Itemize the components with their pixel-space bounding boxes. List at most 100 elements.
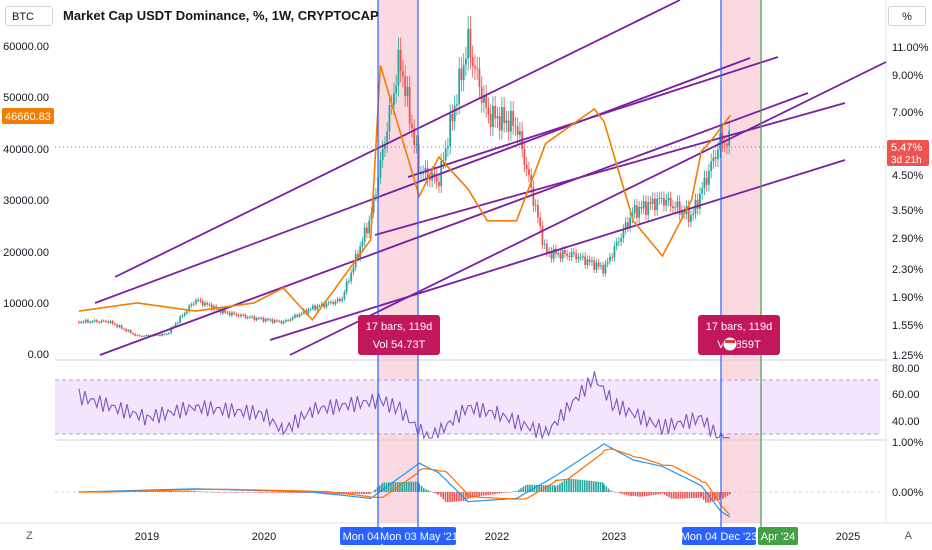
candle-body (501, 107, 503, 131)
candle-body (123, 328, 125, 330)
candle-body (118, 325, 121, 328)
macd-histogram-bar (194, 491, 197, 492)
macd-histogram-bar (568, 478, 570, 492)
candle-body (672, 206, 674, 209)
candle-body (181, 315, 184, 317)
macd-histogram-bar (607, 488, 610, 492)
macd-histogram-bar (473, 492, 476, 498)
macd-histogram-bar (434, 492, 436, 494)
candle-body (712, 157, 715, 162)
macd-histogram-bar (616, 492, 619, 493)
scale-mode-box[interactable]: % (888, 6, 926, 26)
macd-histogram-bar (601, 482, 604, 492)
macd-histogram-bar (418, 483, 421, 492)
candle-body (318, 305, 321, 307)
macd-histogram-bar (264, 492, 267, 493)
candle-body (285, 320, 287, 322)
macd-histogram-bar (695, 492, 697, 498)
candle-body (660, 197, 663, 199)
channel-line[interactable] (99, 92, 809, 356)
candle-body (357, 254, 359, 258)
channel-line[interactable] (114, 0, 681, 278)
macd-histogram-bar (356, 492, 359, 495)
macd-histogram-bar (666, 492, 668, 497)
candle-body (289, 319, 292, 321)
macd-histogram-bar (262, 492, 264, 493)
candle-body (93, 320, 96, 322)
candle-body (233, 312, 236, 314)
candle-body (568, 255, 571, 258)
candle-body (312, 305, 314, 310)
macd-histogram-bar (226, 492, 228, 493)
macd-histogram-bar (374, 489, 376, 492)
candle-body (573, 252, 575, 254)
macd-histogram-bar (675, 492, 677, 499)
candle-body (170, 327, 173, 333)
macd-histogram-bar (522, 486, 525, 492)
macd-histogram-bar (367, 492, 370, 494)
candle-body (447, 146, 449, 149)
auto-scale-icon[interactable]: A (904, 530, 912, 542)
channel-line[interactable] (374, 102, 846, 236)
macd-histogram-bar (702, 492, 705, 500)
measure-box-2[interactable]: 17 bars, 119d Vol 859T (698, 315, 780, 355)
candle-body (451, 113, 454, 122)
candle-body (96, 320, 98, 322)
macd-histogram-bar (159, 491, 161, 492)
macd-histogram-bar (197, 491, 199, 492)
candle-body (381, 148, 384, 160)
flag-icon (722, 336, 738, 352)
channel-line[interactable] (94, 57, 751, 304)
candle-body (645, 201, 647, 215)
channel-line[interactable] (289, 61, 887, 356)
macd-histogram-bar (168, 491, 170, 492)
macd-histogram-bar (632, 492, 635, 496)
candle-body (498, 116, 501, 131)
candle-body (350, 272, 353, 282)
macd-histogram-bar (177, 491, 179, 492)
macd-histogram-bar (588, 480, 590, 492)
zoom-icon[interactable]: Z (26, 530, 33, 542)
macd-histogram-bar (599, 481, 602, 492)
candle-body (620, 238, 623, 242)
macd-histogram-bar (623, 492, 626, 495)
candle-body (528, 169, 530, 176)
candle-body (136, 335, 139, 337)
macd-histogram-bar (688, 492, 691, 499)
candle-body (552, 248, 555, 259)
macd-histogram-bar (273, 492, 276, 493)
candle-body (240, 314, 242, 317)
candle-body (163, 333, 166, 335)
channel-line[interactable] (269, 159, 846, 341)
candle-body (291, 317, 294, 320)
channel-line[interactable] (407, 56, 779, 178)
time-tick-2025: 2025 (836, 531, 860, 543)
candle-body (618, 241, 620, 243)
macd-histogram-bar (199, 491, 201, 492)
left-tick-60000: 60000.00 (3, 41, 49, 53)
candle-body (244, 315, 247, 318)
macd-histogram-bar (512, 491, 514, 493)
candle-body (523, 149, 526, 165)
candle-body (186, 311, 188, 314)
candle-body (235, 313, 238, 316)
candle-body (514, 125, 517, 127)
macd-histogram-bar (203, 491, 206, 493)
macd-histogram-bar (625, 492, 628, 496)
candle-body (411, 123, 413, 129)
candle-body (584, 256, 587, 265)
macd-histogram-bar (663, 492, 666, 495)
macd-histogram-bar (188, 491, 190, 492)
symbol-box[interactable]: BTC (5, 6, 53, 26)
candle-body (703, 177, 706, 189)
right-current-label: 5.47% 3d 21h (887, 140, 929, 166)
candle-body (609, 256, 611, 262)
candle-body (87, 319, 89, 323)
candle-body (183, 313, 186, 316)
macd-histogram-bar (641, 492, 644, 497)
macd-histogram-bar (437, 492, 440, 495)
left-tick-0: 0.00 (28, 349, 49, 361)
measure-box-1[interactable]: 17 bars, 119d Vol 54.73T (358, 315, 440, 355)
candle-body (260, 317, 263, 319)
candle-body (91, 321, 94, 323)
